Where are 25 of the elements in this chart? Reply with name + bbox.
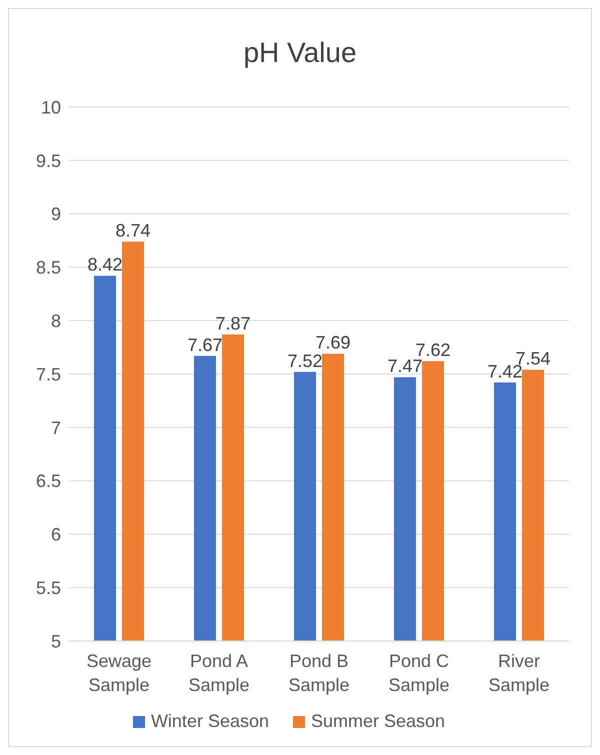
- data-label: 8.74: [115, 220, 151, 241]
- data-label: 7.69: [315, 332, 351, 353]
- y-tick-label: 9: [50, 204, 61, 224]
- y-tick-label: 9.5: [36, 150, 61, 171]
- legend-label: Winter Season: [150, 711, 269, 732]
- y-tick-label: 8.5: [36, 258, 61, 278]
- y-tick-label: 6: [50, 524, 61, 545]
- x-tick-label: Sewage Sample: [86, 651, 152, 695]
- data-label: 8.42: [87, 254, 123, 275]
- y-tick-label: 10: [40, 97, 61, 118]
- y-tick-label: 7.5: [36, 364, 61, 384]
- x-tick-label: Pond A Sample: [188, 651, 250, 695]
- y-tick-label: 7: [50, 418, 61, 438]
- x-tick-label: Pond B Sample: [288, 651, 350, 695]
- y-tick-label: 8: [50, 310, 61, 331]
- data-label: 7.87: [215, 313, 251, 334]
- x-tick-label: Pond C Sample: [388, 651, 450, 695]
- y-tick-label: 5: [50, 631, 61, 652]
- y-tick-label: 6.5: [36, 471, 61, 492]
- legend-label: Summer Season: [310, 711, 446, 732]
- x-tick-label: River Sample: [488, 651, 550, 695]
- data-label: 7.52: [287, 350, 323, 371]
- chart-title: pH Value: [242, 36, 358, 70]
- y-tick-label: 5.5: [36, 578, 61, 598]
- data-label: 7.67: [187, 334, 223, 355]
